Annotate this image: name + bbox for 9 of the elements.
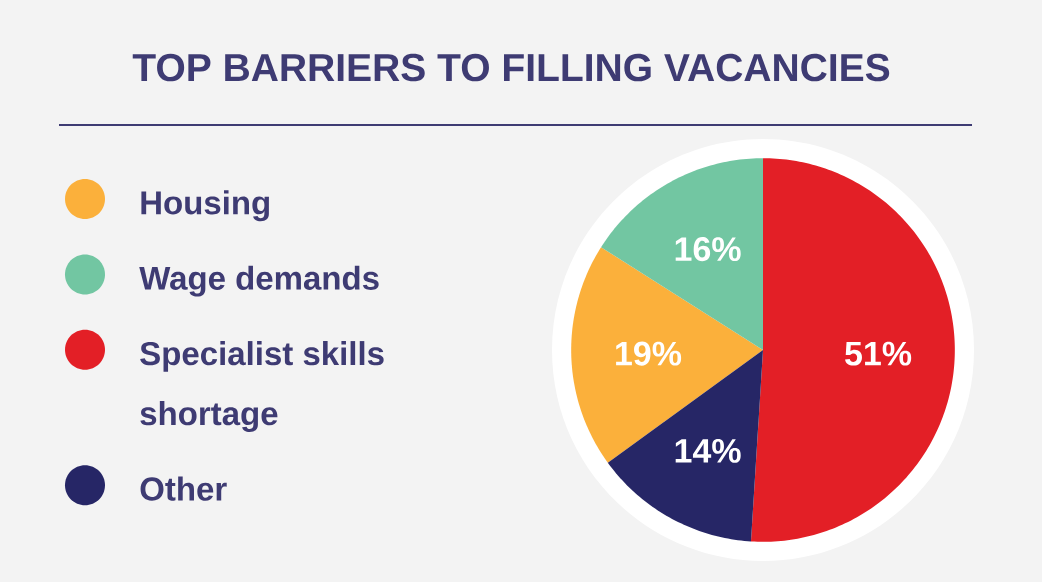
legend-label: Housing xyxy=(141,190,269,222)
chart-title: TOP BARRIERS TO FILLING VACANCIES xyxy=(132,53,890,82)
data-label: 16% xyxy=(675,237,741,262)
data-label: 19% xyxy=(616,341,682,366)
data-label: 51% xyxy=(845,341,912,366)
legend-label: Other xyxy=(140,476,227,501)
legend-label: Specialist skills shortage xyxy=(140,341,384,432)
data-label: 14% xyxy=(675,438,741,463)
legend-label: Wage demands xyxy=(139,265,379,297)
